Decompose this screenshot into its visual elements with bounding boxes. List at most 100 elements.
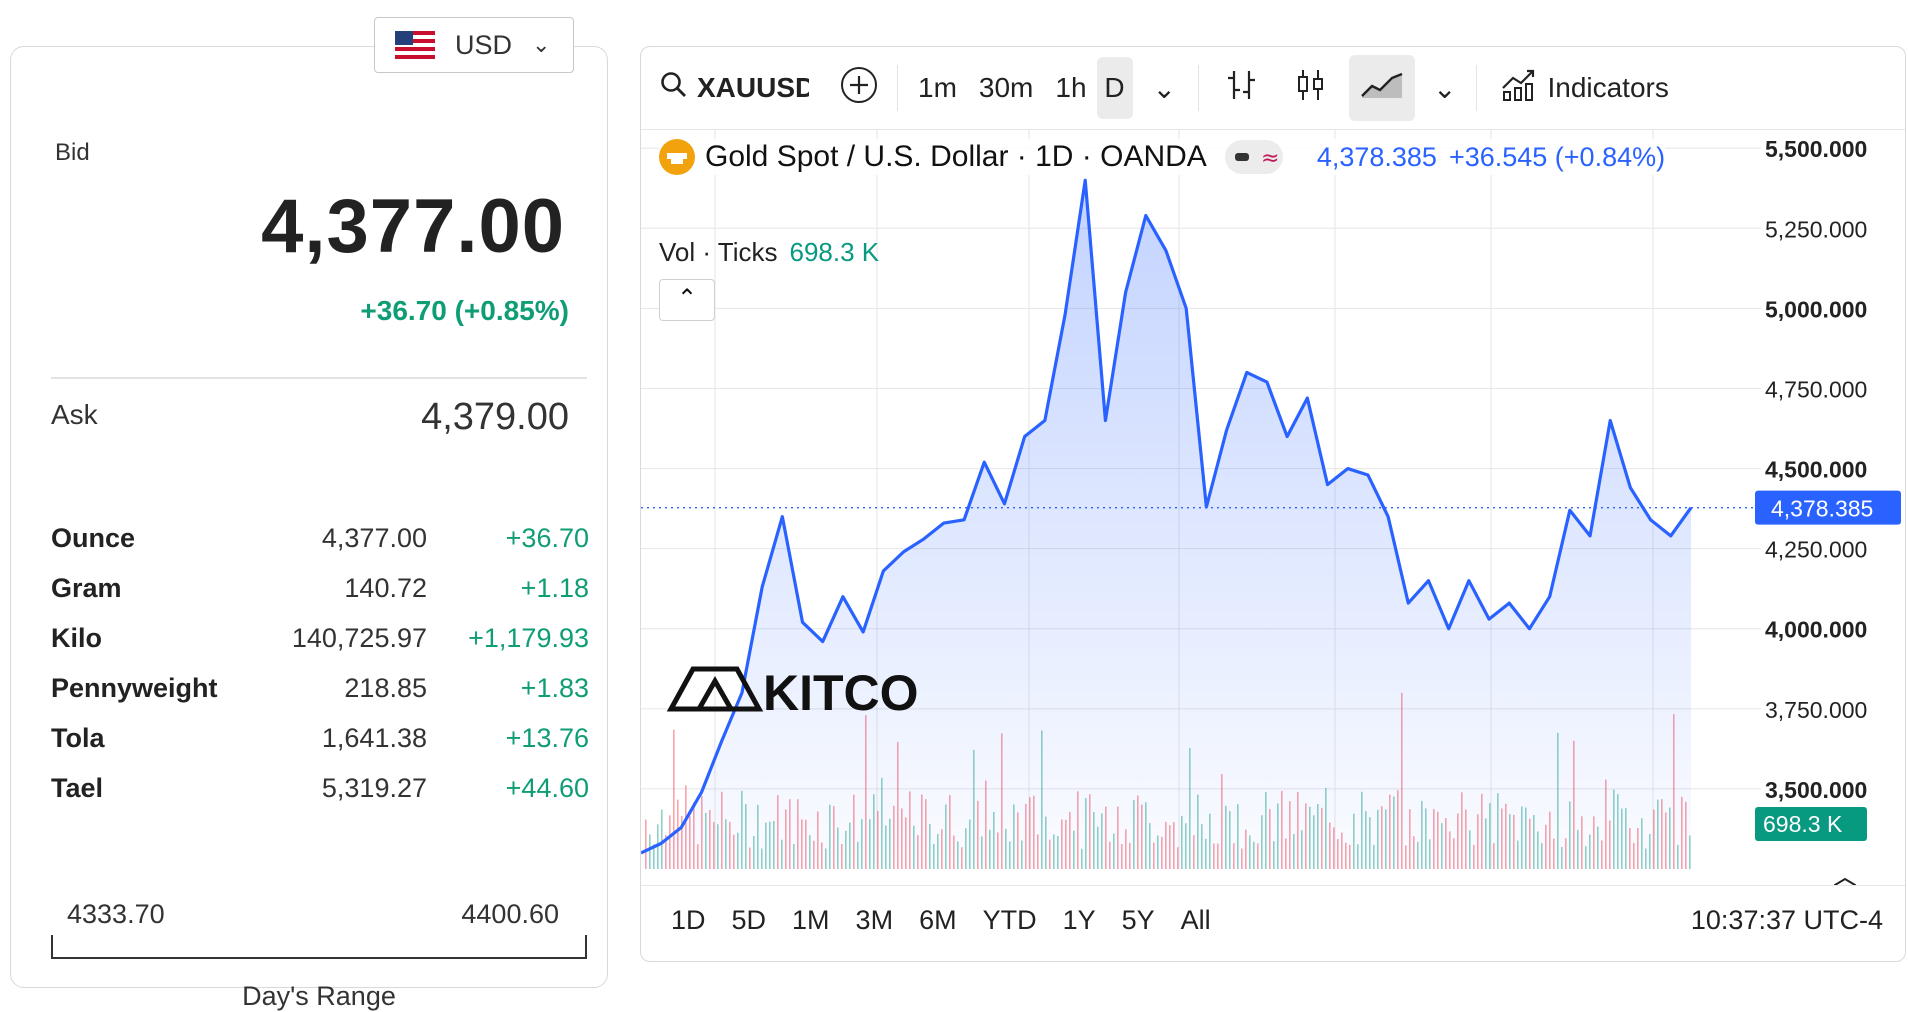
- area-chart-icon: [1360, 70, 1404, 107]
- interval-dropdown[interactable]: ⌄: [1153, 72, 1176, 105]
- currency-select[interactable]: USD ⌄: [374, 17, 574, 73]
- unit-change: +13.76: [505, 723, 589, 753]
- currency-code: USD: [455, 29, 513, 60]
- range-tab-1y[interactable]: 1Y: [1062, 905, 1096, 935]
- interval-30m[interactable]: 30m: [978, 72, 1034, 103]
- price-area: [641, 180, 1691, 869]
- volume-legend: Vol · Ticks 698.3 K: [659, 237, 879, 268]
- unit-price: 4,377.00: [321, 523, 427, 553]
- unit-row-pennyweight: Pennyweight 218.85 +1.83: [51, 673, 589, 723]
- symbol-search[interactable]: XAUUSD: [659, 70, 809, 107]
- y-tick-label: 5,000.000: [1765, 296, 1867, 322]
- candlestick-icon: [1293, 68, 1327, 109]
- quote-panel: Bid 4,377.00 +36.70 (+0.85%) Ask 4,379.0…: [10, 46, 608, 1011]
- range-tab-1d[interactable]: 1D: [671, 905, 706, 935]
- day-range-caption: Day's Range: [242, 981, 396, 1011]
- range-tab-all[interactable]: All: [1180, 905, 1211, 935]
- unit-row-gram: Gram 140.72 +1.18: [51, 573, 589, 623]
- volume-legend-value: 698.3 K: [789, 237, 880, 267]
- day-range-high: 4400.60: [461, 899, 559, 929]
- volume-bar: [673, 729, 675, 869]
- unit-change: +1.18: [520, 573, 589, 603]
- unit-row-tola: Tola 1,641.38 +13.76: [51, 723, 589, 773]
- range-tab-ytd[interactable]: YTD: [982, 905, 1037, 935]
- footer-divider: [641, 885, 1905, 886]
- chevron-down-icon: ⌄: [532, 32, 551, 57]
- unit-price-table: Ounce 4,377.00 +36.70 Gram 140.72 +1.18 …: [51, 523, 589, 823]
- legend-toggle[interactable]: ≈: [1224, 140, 1283, 174]
- bid-change: +36.70 (+0.85%): [360, 295, 569, 326]
- volume-tag-label: 698.3 K: [1763, 811, 1843, 837]
- unit-price: 5,319.27: [321, 773, 427, 803]
- range-tab-1m[interactable]: 1M: [792, 905, 830, 935]
- candles-style-button[interactable]: [1293, 68, 1327, 109]
- kitco-logo-icon: [696, 675, 734, 711]
- interval-1h[interactable]: 1h: [1055, 72, 1087, 103]
- unit-name: Ounce: [51, 523, 136, 553]
- unit-name: Tael: [51, 773, 104, 803]
- range-tab-5y[interactable]: 5Y: [1121, 905, 1155, 935]
- indicators-label: Indicators: [1547, 72, 1669, 103]
- toolbar-separator: [897, 65, 898, 111]
- ask-label: Ask: [51, 399, 98, 430]
- range-tab-3m[interactable]: 3M: [855, 905, 894, 935]
- volume-legend-label: Vol · Ticks: [659, 237, 778, 267]
- range-tab-5d[interactable]: 5D: [731, 905, 767, 935]
- unit-price: 140,725.97: [291, 623, 427, 653]
- interval-d[interactable]: D: [1096, 57, 1133, 119]
- y-tick-label: 5,250.000: [1765, 216, 1867, 242]
- indicators-button[interactable]: Indicators: [1501, 68, 1669, 109]
- toolbar-separator: [1476, 65, 1478, 111]
- price-line: [641, 178, 1693, 855]
- unit-row-ounce: Ounce 4,377.00 +36.70: [51, 523, 589, 573]
- collapse-legend-button[interactable]: ⌃: [659, 279, 715, 321]
- us-flag-icon: [395, 31, 435, 59]
- style-dropdown[interactable]: ⌄: [1433, 72, 1456, 105]
- divider: [51, 377, 587, 379]
- range-tabs: 1D 5D 1M 3M 6M YTD 1Y 5Y All: [671, 905, 1237, 936]
- symbol-text: XAUUSD: [697, 72, 809, 103]
- plus-circle-icon: [839, 65, 879, 112]
- day-range-bar: [51, 935, 587, 959]
- chart-widget: XAUUSD 1m 30m 1h D ⌄: [640, 46, 1906, 962]
- unit-change: +44.60: [505, 773, 589, 803]
- day-range-low: 4333.70: [67, 899, 165, 929]
- unit-name: Tola: [51, 723, 105, 753]
- area-style-button[interactable]: [1349, 55, 1415, 121]
- legend-change: +36.545 (+0.84%): [1448, 141, 1666, 172]
- price-tag-box: [1755, 490, 1901, 525]
- chart-clock: 10:37:37 UTC-4: [1690, 905, 1883, 935]
- unit-name: Kilo: [51, 623, 102, 653]
- y-tick-label: 3,750.000: [1765, 697, 1867, 723]
- y-tick-label: 4,500.000: [1765, 457, 1867, 483]
- ask-value: 4,379.00: [421, 396, 569, 438]
- chevron-down-icon: ⌄: [1433, 72, 1457, 104]
- unit-change: +36.70: [505, 523, 589, 553]
- y-tick-label: 4,250.000: [1765, 537, 1867, 563]
- toolbar-separator: [1198, 65, 1199, 111]
- y-tick-label: 4,000.000: [1765, 617, 1867, 643]
- price-tag-label: 4,378.385: [1771, 496, 1873, 522]
- unit-row-tael: Tael 5,319.27 +44.60: [51, 773, 589, 823]
- y-tick-label: 5,500.000: [1765, 136, 1867, 162]
- svg-text:≈: ≈: [1261, 146, 1279, 171]
- chart-legend: Gold Spot / U.S. Dollar · 1D · OANDA ≈ 4…: [659, 139, 1666, 175]
- chart-toolbar: XAUUSD 1m 30m 1h D ⌄: [641, 47, 1905, 130]
- compare-button[interactable]: [839, 65, 879, 112]
- unit-price: 1,641.38: [321, 723, 427, 753]
- y-tick-label: 4,750.000: [1765, 376, 1867, 402]
- unit-row-kilo: Kilo 140,725.97 +1,179.93: [51, 623, 589, 673]
- price-chart[interactable]: 5,500.000 5,250.000 5,000.000 4,750.000 4,50…: [641, 129, 1906, 885]
- unit-name: Pennyweight: [51, 673, 218, 703]
- unit-price: 218.85: [344, 673, 427, 703]
- bid-value: 4,377.00: [261, 184, 565, 269]
- bid-label: Bid: [55, 139, 90, 166]
- chevron-up-icon: ⌃: [676, 285, 698, 312]
- interval-1m[interactable]: 1m: [918, 72, 957, 103]
- y-tick-label: 3,500.000: [1765, 777, 1867, 803]
- kitco-watermark: KITCO: [763, 665, 919, 721]
- unit-change: +1,179.93: [468, 623, 589, 653]
- volume-tag-box: [1755, 807, 1867, 841]
- range-tab-6m[interactable]: 6M: [919, 905, 957, 935]
- bars-style-button[interactable]: [1225, 68, 1259, 109]
